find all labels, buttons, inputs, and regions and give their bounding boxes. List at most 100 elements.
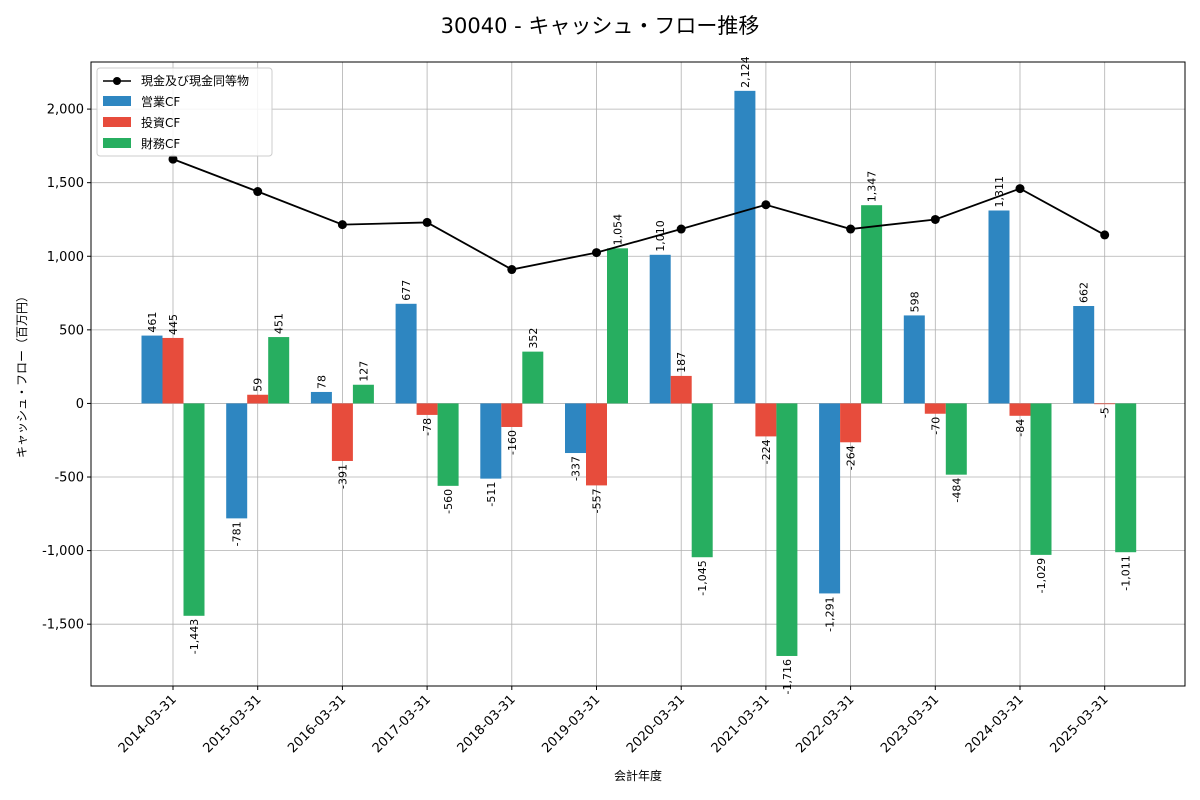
bar-投資CF (162, 337, 184, 404)
bar-財務CF (1030, 403, 1052, 555)
legend-label-financing: 財務CF (141, 136, 180, 151)
bar-投資CF (586, 403, 607, 486)
bar-value-label: -511 (485, 482, 498, 507)
legend-line-marker (113, 77, 121, 85)
y-tick-label: -1,000 (42, 544, 84, 559)
bar-value-label: 2,124 (739, 56, 752, 88)
bar-value-label: 78 (315, 375, 328, 389)
x-tick-label: 2021-03-31 (709, 692, 773, 756)
bar-営業CF (226, 403, 248, 519)
cash-line-marker (337, 220, 347, 230)
bar-value-label: -1,045 (696, 560, 709, 595)
bar-投資CF (501, 403, 523, 427)
bar-営業CF (988, 210, 1010, 404)
bar-value-label: -391 (336, 464, 349, 489)
y-tick-label: 500 (59, 323, 84, 338)
bar-value-label: -484 (950, 478, 963, 503)
y-tick-label: -500 (54, 471, 84, 486)
bar-営業CF (480, 403, 502, 479)
bar-value-label: -84 (1014, 419, 1027, 437)
cash-line-marker (1100, 230, 1110, 240)
y-tick-label: -1,500 (42, 618, 84, 633)
y-tick-label: 2,000 (47, 103, 84, 118)
bar-営業CF (903, 315, 925, 404)
bar-財務CF (1115, 403, 1137, 553)
bar-投資CF (755, 403, 777, 437)
x-tick-label: 2018-03-31 (455, 692, 519, 756)
bar-value-label: 677 (400, 280, 413, 301)
bar-value-label: -5 (1099, 407, 1112, 418)
bar-value-label: 1,054 (612, 214, 625, 246)
y-axis-ticks: -1,500 -1,000 -500 0 500 1,000 1,500 2,000 (42, 103, 91, 633)
bar-value-label: -560 (442, 489, 455, 514)
bar-value-label: -1,029 (1035, 558, 1048, 593)
bar-value-label: 445 (167, 314, 180, 335)
x-tick-label: 2024-03-31 (963, 692, 1027, 756)
bar-value-label: 598 (908, 291, 921, 312)
y-axis-title: キャッシュ・フロー（百万円） (15, 290, 29, 458)
x-axis-title: 会計年度 (614, 768, 662, 783)
bar-value-label: 127 (357, 361, 370, 382)
bar-営業CF (734, 90, 756, 404)
bar-投資CF (331, 403, 353, 461)
cash-line-marker (168, 154, 178, 164)
cash-line-marker (930, 214, 940, 224)
bar-財務CF (607, 248, 628, 404)
bar-営業CF (141, 335, 163, 404)
bar-value-label: 662 (1078, 282, 1091, 303)
bar-財務CF (268, 337, 290, 404)
x-tick-label: 2020-03-31 (624, 692, 688, 756)
cash-line-marker (592, 248, 601, 258)
bar-投資CF (670, 375, 692, 404)
bar-財務CF (776, 403, 798, 656)
legend: 現金及び現金同等物 営業CF 投資CF 財務CF (96, 67, 273, 157)
bar-value-label: -1,011 (1120, 555, 1133, 590)
bar-営業CF (395, 303, 417, 404)
bar-value-label: -337 (570, 456, 583, 481)
y-tick-label: 1,000 (47, 250, 84, 265)
bar-営業CF (649, 254, 671, 404)
bar-投資CF (247, 394, 269, 404)
y-tick-label: 0 (76, 397, 84, 412)
bar-財務CF (945, 403, 967, 475)
bar-投資CF (1009, 403, 1031, 416)
x-tick-label: 2022-03-31 (793, 692, 857, 756)
x-tick-label: 2025-03-31 (1047, 692, 1111, 756)
bar-value-label: 1,010 (654, 220, 667, 252)
cash-line-marker (507, 265, 517, 275)
x-tick-label: 2016-03-31 (285, 692, 349, 756)
cash-line-marker (676, 224, 686, 234)
bar-value-label: -781 (231, 521, 244, 546)
legend-label-operating: 営業CF (141, 95, 180, 109)
cash-line-marker (846, 224, 856, 234)
x-tick-label: 2017-03-31 (370, 692, 434, 756)
legend-label-investing: 投資CF (141, 115, 180, 130)
cash-line-marker (761, 200, 771, 210)
x-tick-label: 2014-03-31 (116, 692, 180, 756)
bar-投資CF (840, 403, 862, 443)
bar-value-label: 187 (675, 352, 688, 373)
bar-value-label: -160 (506, 430, 519, 455)
bar-value-label: -1,716 (781, 659, 794, 694)
bar-投資CF (416, 403, 438, 415)
bar-value-label: 1,347 (866, 171, 879, 203)
bar-value-label: 461 (146, 312, 159, 333)
bar-value-label: -1,443 (188, 619, 201, 654)
bar-財務CF (437, 403, 459, 486)
chart-title: 30040 - キャッシュ・フロー推移 (441, 14, 760, 38)
bar-投資CF (1094, 403, 1116, 405)
bar-value-label: 451 (273, 313, 286, 334)
legend-swatch-operating (103, 96, 131, 106)
bar-財務CF (522, 351, 544, 404)
x-tick-label: 2015-03-31 (200, 692, 264, 756)
bar-value-label: 59 (252, 378, 265, 392)
bar-value-label: -70 (929, 417, 942, 435)
bar-value-label: -264 (845, 445, 858, 470)
bar-営業CF (819, 403, 841, 594)
bar-営業CF (565, 403, 586, 454)
data-labels: 461 -781 78 677 -511 -337 1,010 2,124 -1,291 598 1… (146, 56, 1133, 694)
bar-投資CF (924, 403, 946, 414)
x-tick-label: 2023-03-31 (878, 692, 942, 756)
legend-label-cash: 現金及び現金同等物 (141, 73, 249, 88)
